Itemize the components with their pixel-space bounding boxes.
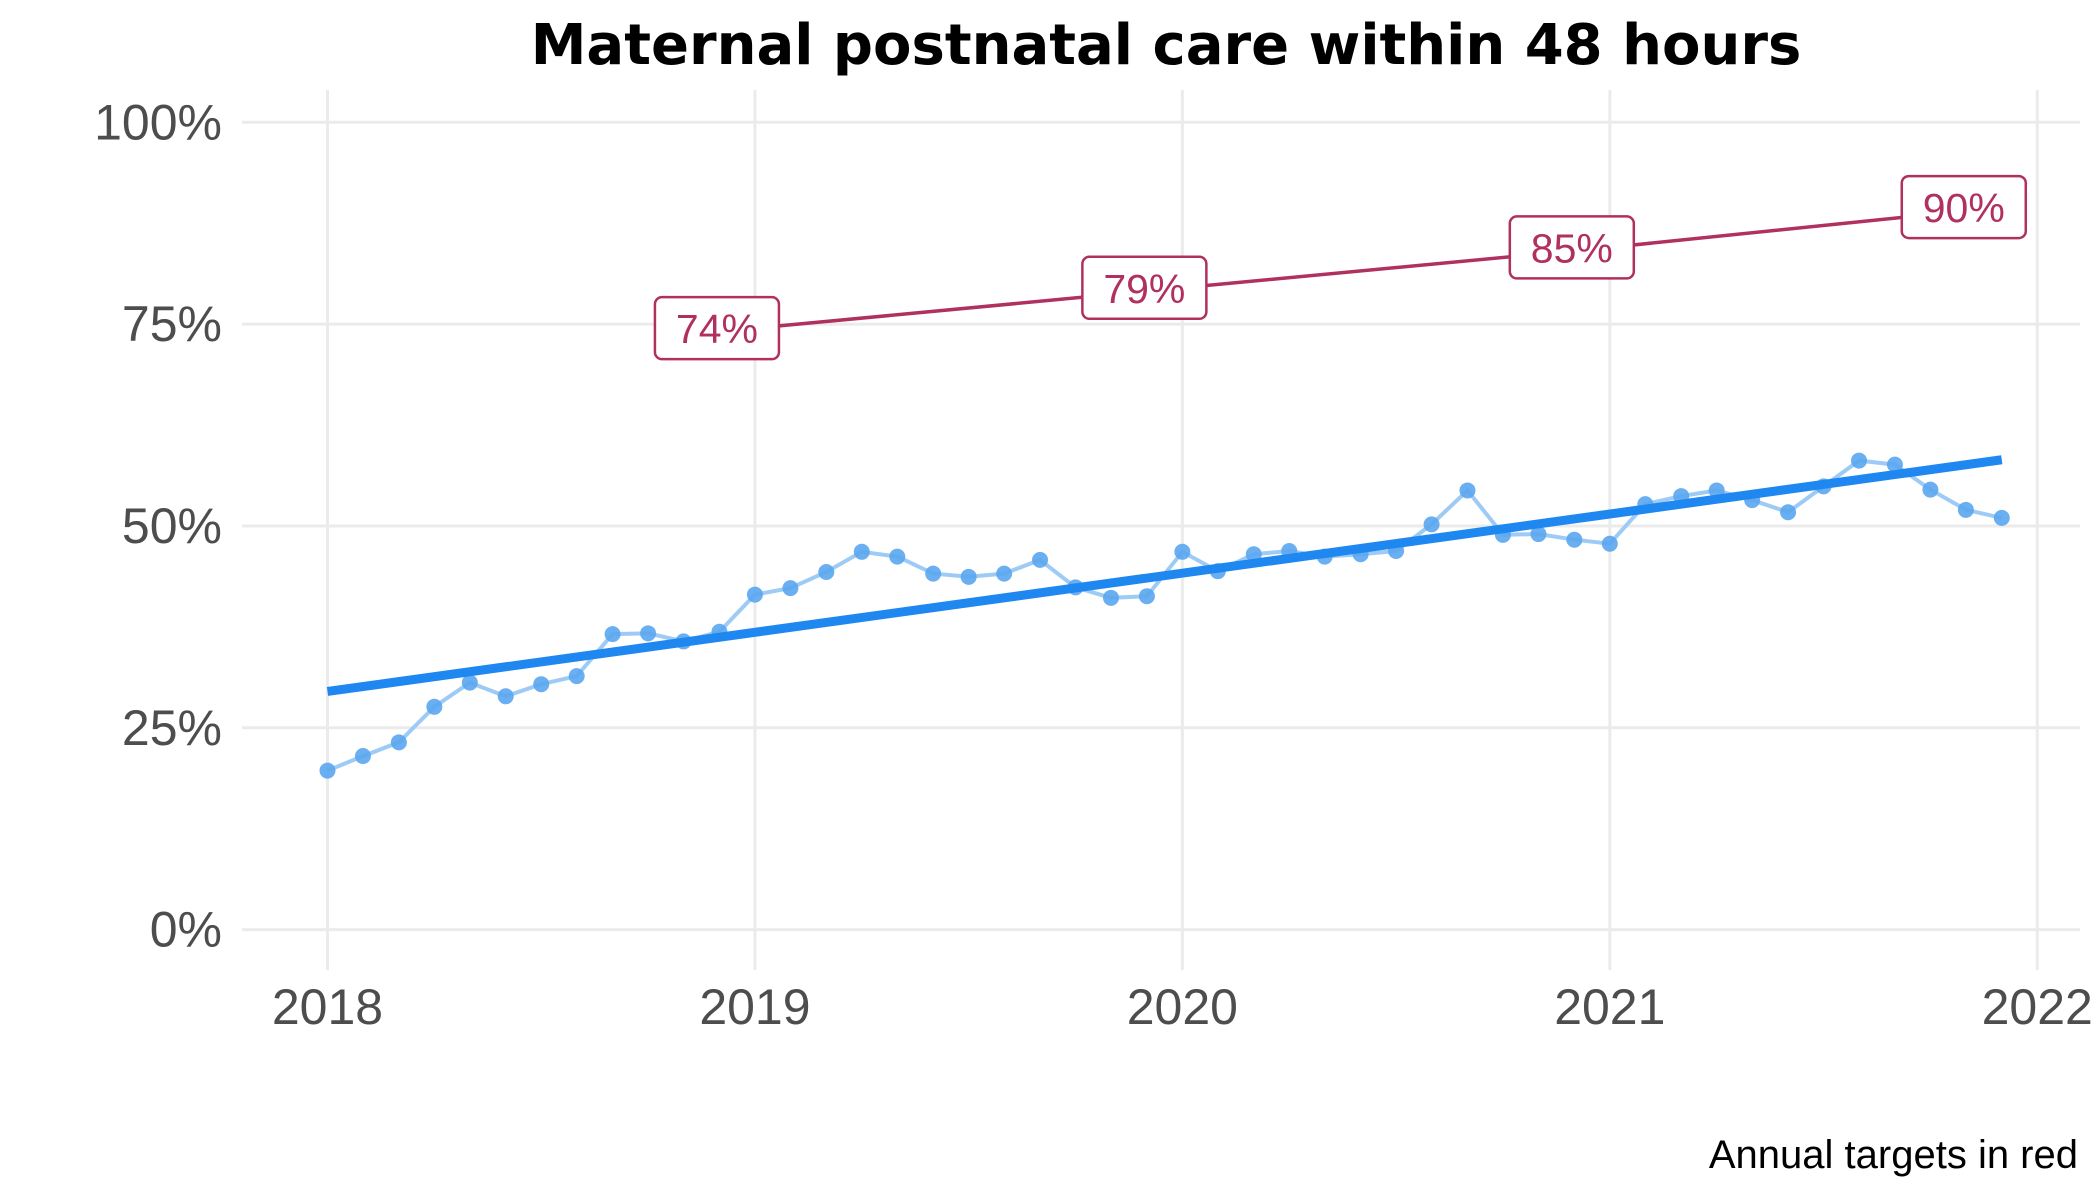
target-label-0: 74%	[676, 306, 758, 352]
monthly-point-9	[640, 625, 657, 642]
monthly-point-36	[1601, 535, 1618, 552]
y-tick-label-3: 75%	[122, 296, 222, 352]
chart-title: Maternal postnatal care within 48 hours	[531, 13, 1802, 78]
monthly-point-16	[889, 548, 906, 565]
target-label-3: 90%	[1923, 185, 2005, 231]
monthly-point-45	[1922, 481, 1939, 498]
trend-line	[326, 455, 2003, 696]
monthly-series	[319, 452, 2010, 779]
x-tick-label-4: 2022	[1982, 979, 2093, 1035]
monthly-point-32	[1459, 482, 1476, 499]
monthly-point-24	[1174, 543, 1191, 560]
y-tick-label-0: 0%	[150, 902, 222, 958]
monthly-point-31	[1423, 516, 1440, 533]
monthly-point-4	[461, 674, 478, 691]
x-tick-label-1: 2019	[699, 979, 810, 1035]
target-label-1: 79%	[1103, 266, 1185, 312]
monthly-point-46	[1957, 501, 1974, 518]
y-tick-label-1: 25%	[122, 700, 222, 756]
monthly-point-17	[925, 565, 942, 582]
trend-series	[326, 455, 2003, 696]
monthly-point-44	[1886, 456, 1903, 473]
monthly-point-12	[746, 586, 763, 603]
monthly-point-1	[354, 748, 371, 765]
target-line	[754, 205, 2002, 330]
monthly-point-18	[960, 568, 977, 585]
monthly-point-6	[533, 676, 550, 693]
y-axis: 0% 25% 50% 75% 100%	[94, 94, 222, 957]
monthly-point-41	[1780, 504, 1797, 521]
monthly-point-3	[426, 698, 443, 715]
target-label-box-2	[1508, 215, 1636, 280]
monthly-point-34	[1530, 526, 1547, 543]
monthly-point-35	[1566, 531, 1583, 548]
grid	[242, 90, 2080, 970]
monthly-point-23	[1138, 588, 1155, 605]
x-tick-label-0: 2018	[272, 979, 383, 1035]
monthly-point-5	[497, 688, 514, 705]
x-tick-label-3: 2021	[1554, 979, 1665, 1035]
x-axis: 2018 2019 2020 2021 2022	[272, 979, 2093, 1035]
target-label-box-0	[653, 295, 781, 361]
target-label-2: 85%	[1531, 225, 1613, 271]
monthly-point-43	[1851, 452, 1868, 469]
monthly-point-14	[818, 563, 835, 580]
chart-caption: Annual targets in red	[1709, 1133, 2078, 1177]
y-tick-label-2: 50%	[122, 498, 222, 554]
monthly-point-15	[853, 543, 870, 560]
target-label-box-3	[1900, 174, 2028, 240]
y-tick-label-4: 100%	[94, 94, 222, 150]
target-series: 74% 79% 85% 90%	[653, 174, 2028, 361]
monthly-point-47	[1993, 509, 2010, 526]
monthly-point-13	[782, 580, 799, 597]
monthly-point-22	[1102, 589, 1119, 606]
monthly-point-8	[604, 626, 621, 643]
monthly-point-20	[1032, 551, 1049, 568]
monthly-point-2	[390, 734, 407, 751]
x-tick-label-2: 2020	[1127, 979, 1238, 1035]
target-label-box-1	[1081, 255, 1208, 321]
monthly-point-7	[568, 668, 585, 685]
monthly-point-19	[996, 565, 1013, 582]
monthly-point-0	[319, 762, 336, 779]
